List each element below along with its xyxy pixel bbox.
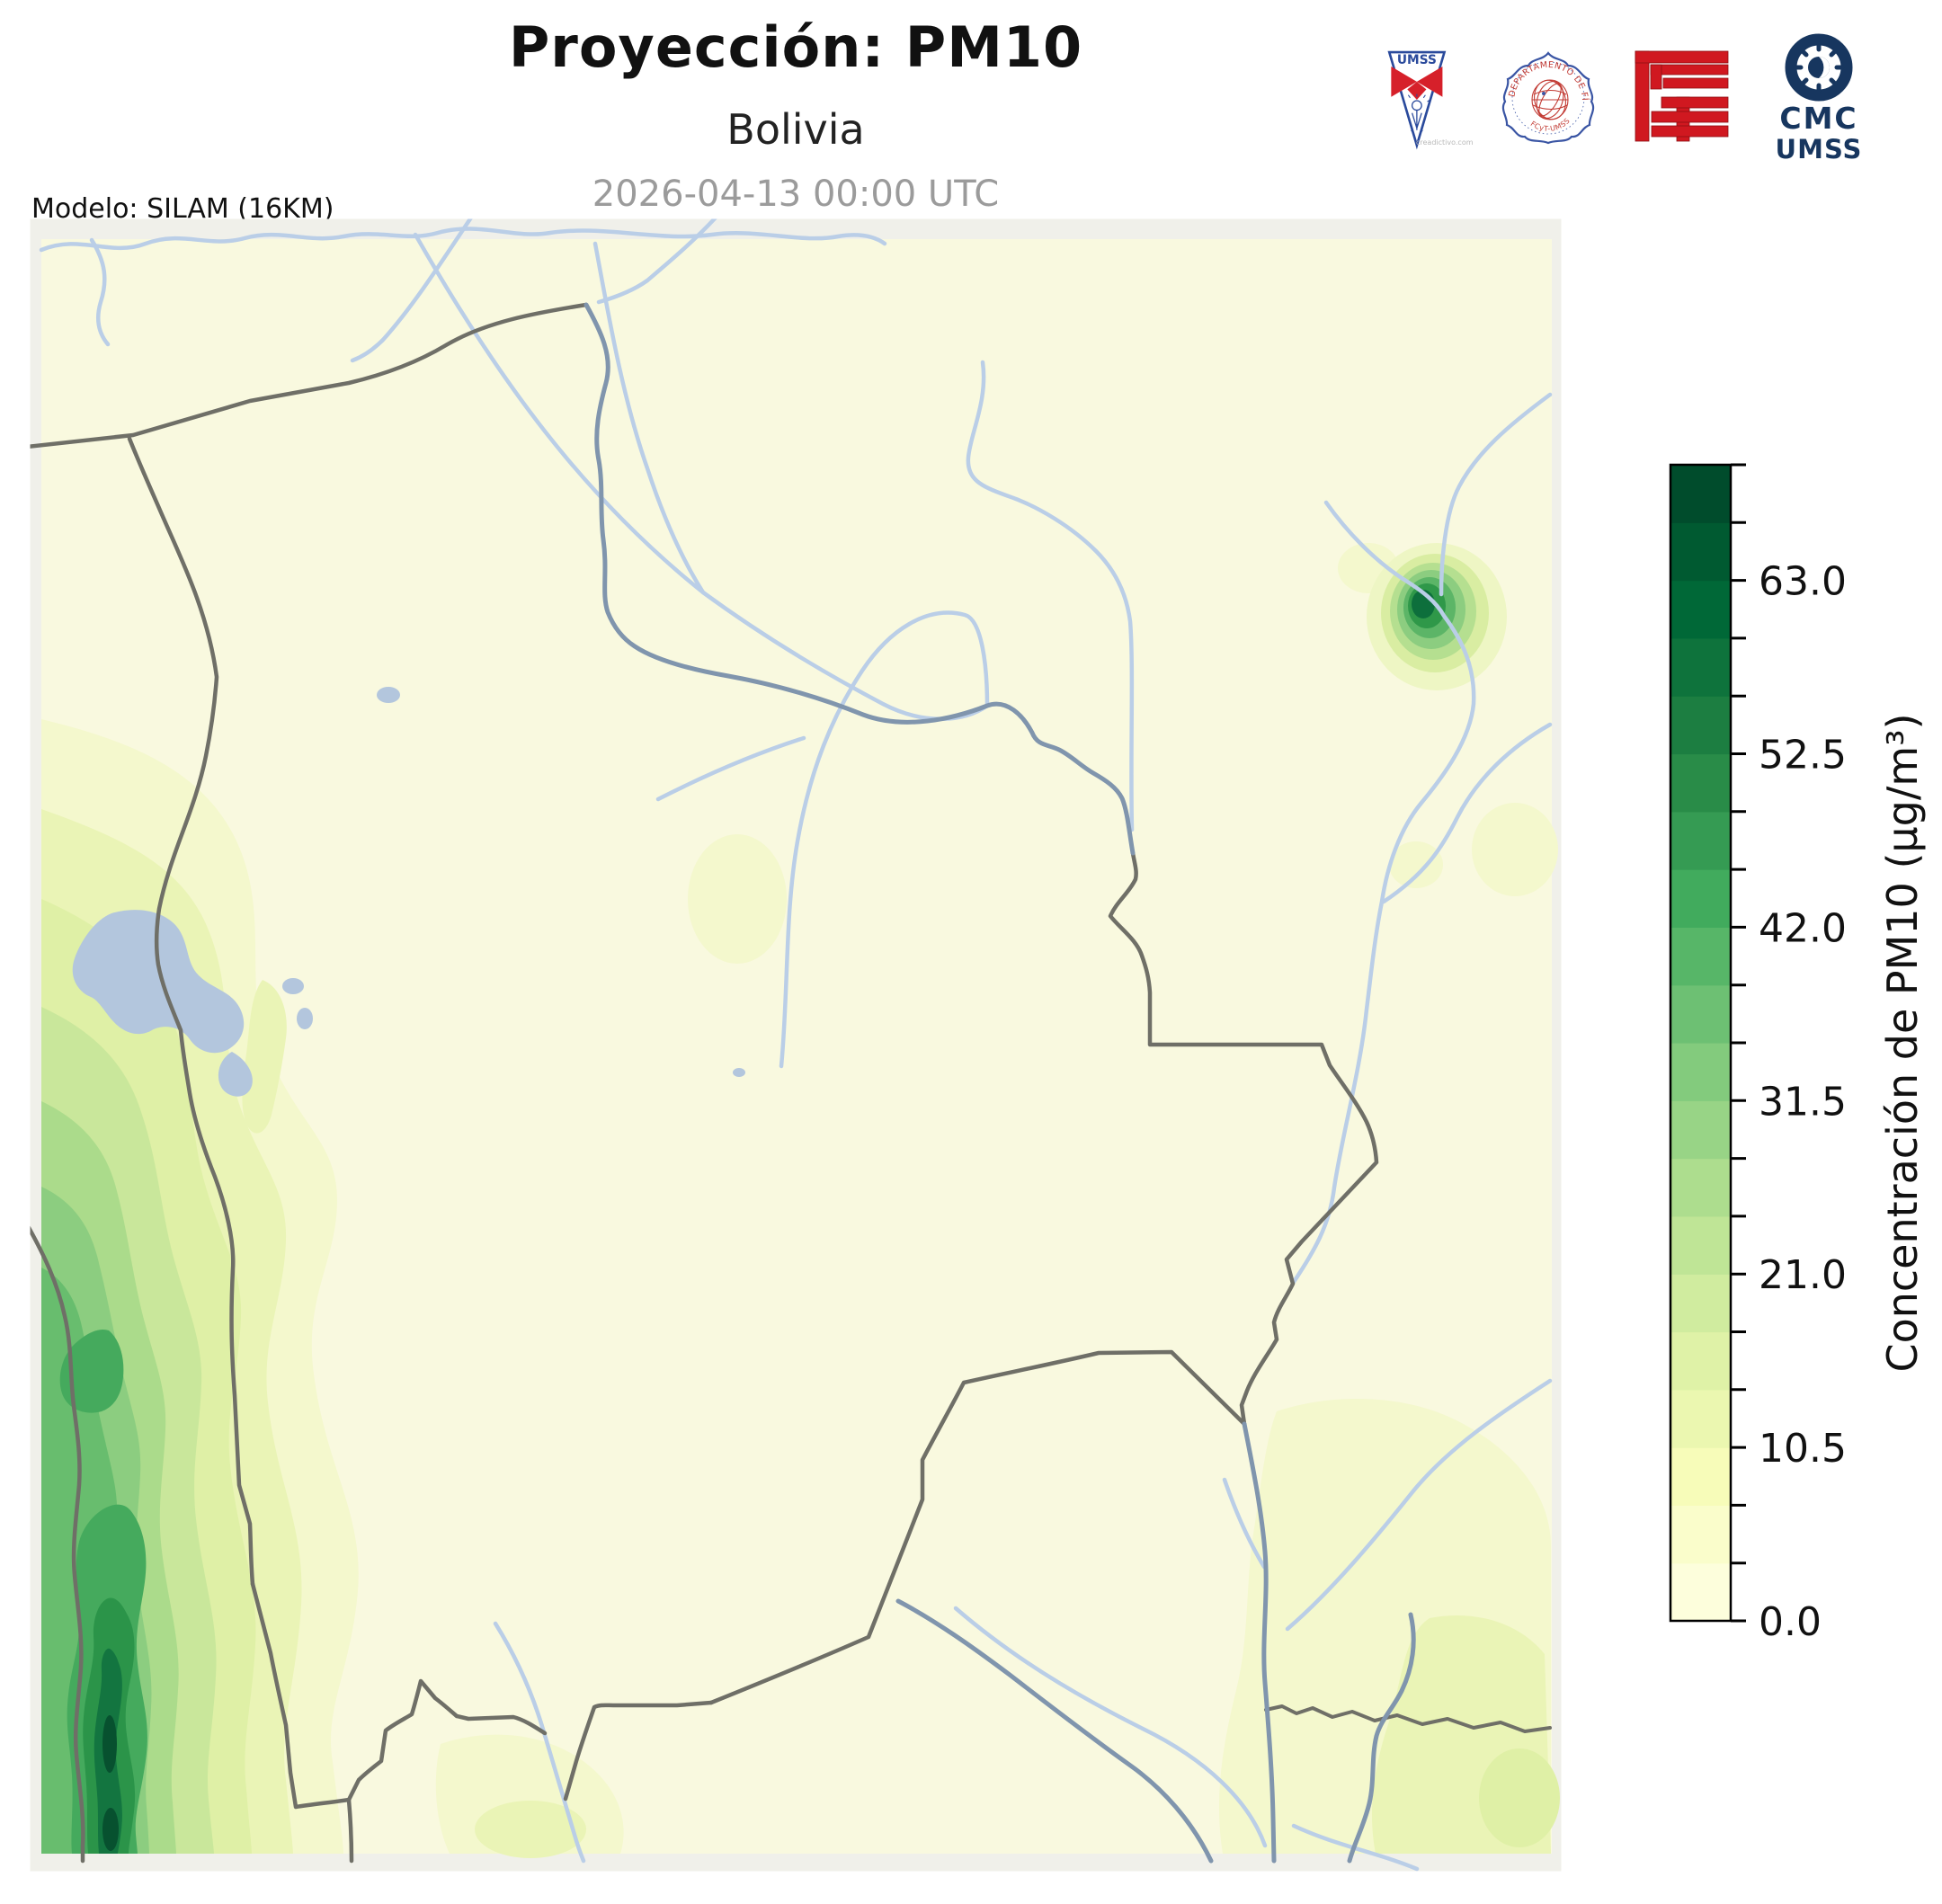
colorbar-segment	[1670, 1331, 1731, 1391]
colorbar-tick-label: 52.5	[1759, 733, 1847, 779]
colorbar-segment	[1670, 811, 1731, 870]
fcyt-red-bars	[1635, 50, 1729, 142]
colorbar-tick-label: 21.0	[1759, 1252, 1847, 1298]
colorbar-tick-label: 63.0	[1759, 559, 1847, 605]
border-paraguay	[708, 1349, 1247, 1705]
border-chile-argentina	[346, 1797, 354, 1864]
lake-small-3	[733, 1068, 745, 1077]
colorbar-tick-labels: 0.0 10.5 21.0 31.5 42.0 52.5 63.0	[1759, 559, 1847, 1645]
pennant-umss-text: UMSS	[1397, 53, 1437, 67]
colorbar-segment	[1670, 1447, 1731, 1506]
border-far-west	[30, 1225, 85, 1864]
colorbar-tick-label: 10.5	[1759, 1426, 1847, 1472]
lake-titicaca-menor	[218, 1052, 253, 1097]
colorbar-segment	[1670, 1158, 1731, 1217]
colorbar-segment	[1670, 1274, 1731, 1333]
colorbar-segment	[1670, 522, 1731, 582]
border-chile-peru	[127, 436, 255, 1587]
seal-globe-dot	[1542, 92, 1546, 95]
cmc-moon-highlight	[1819, 57, 1830, 78]
country-borders	[30, 302, 1552, 1864]
model-line1: Modelo: SILAM (16KM)	[31, 193, 334, 225]
colorbar-ticks	[1731, 463, 1746, 1623]
colorbar-segment	[1670, 1215, 1731, 1275]
colorbar-segment	[1670, 753, 1731, 813]
colorbar-segment	[1670, 465, 1731, 523]
title-block: Proyección: PM10 Bolivia 2026-04-13 00:0…	[27, 0, 1564, 215]
border-argentina-west	[250, 1581, 548, 1810]
lake-titicaca	[72, 910, 245, 1054]
cmc-umss-logo: CMC UMSS	[1776, 33, 1863, 164]
fcyt-red-logo	[1635, 50, 1729, 142]
rivers	[39, 218, 1553, 1872]
border-argentina-east	[563, 1700, 714, 1802]
colorbar-segment	[1670, 580, 1731, 639]
umss-pennant-logo: UMSS	[1387, 50, 1447, 150]
river-border-brazil-nw	[583, 302, 1136, 856]
border-north-peru-brazil	[30, 302, 589, 449]
forecast-timestamp: 2026-04-13 00:00 UTC	[592, 173, 1000, 215]
pennant-rays	[1407, 93, 1430, 102]
seal-dotted-ring	[1511, 61, 1585, 135]
river-south-slate-1	[895, 1598, 1214, 1864]
pennant-red-left	[1391, 66, 1417, 97]
lake-poopo	[282, 978, 304, 994]
map	[30, 218, 1562, 1872]
pennant-red-right	[1416, 66, 1443, 97]
colorbar-segment	[1670, 1505, 1731, 1564]
colorbar-segment	[1670, 1562, 1731, 1622]
page-subtitle: Bolivia	[726, 105, 865, 154]
colorbar-segment	[1670, 984, 1731, 1044]
departamento-fisica-seal: DEPARTAMENTO DE FÍSICA FCyT-UMSS	[1501, 49, 1595, 145]
seal-wavy-border	[1501, 51, 1595, 145]
colorbar-segment	[1670, 869, 1731, 928]
colorbar-segment	[1670, 696, 1731, 755]
lake-small-2	[377, 687, 400, 703]
pennant-watermark: creadictivo.com	[1416, 138, 1474, 147]
colorbar-tick-label: 0.0	[1759, 1599, 1822, 1645]
pennant-emblem-lines	[1411, 110, 1423, 135]
river-pilcomayo-border	[1242, 1421, 1277, 1864]
pm10-field-patches	[435, 803, 1560, 1858]
colorbar-segment	[1670, 927, 1731, 986]
colorbar-axis-label: Concentración de PM10 (µg/m³)	[1878, 713, 1927, 1372]
cmc-text-line1: CMC	[1779, 101, 1857, 136]
colorbar: 0.0 10.5 21.0 31.5 42.0 52.5 63.0 Concentració…	[1669, 463, 1927, 1645]
border-east-brazil	[1108, 850, 1379, 1427]
page-title: Proyección: PM10	[508, 14, 1083, 80]
lake-small-1	[297, 1008, 313, 1029]
pennant-red-diamond	[1407, 81, 1427, 100]
colorbar-tick-label: 42.0	[1759, 905, 1847, 951]
colorbar-segments	[1670, 465, 1731, 1622]
colorbar-segment	[1670, 637, 1731, 697]
lakes	[72, 687, 745, 1097]
cmc-text-line2: UMSS	[1776, 134, 1863, 164]
border-rivers	[583, 302, 1416, 1864]
seal-globe-icon	[1531, 79, 1569, 120]
colorbar-tick-label: 31.5	[1759, 1079, 1847, 1125]
colorbar-segment	[1670, 1043, 1731, 1101]
cmc-ring-icon	[1785, 33, 1853, 102]
colorbar-segment	[1670, 1100, 1731, 1160]
colorbar-segment	[1670, 1389, 1731, 1448]
cmc-sun-rays	[1793, 41, 1845, 93]
river-south-slate-2	[1347, 1612, 1416, 1864]
